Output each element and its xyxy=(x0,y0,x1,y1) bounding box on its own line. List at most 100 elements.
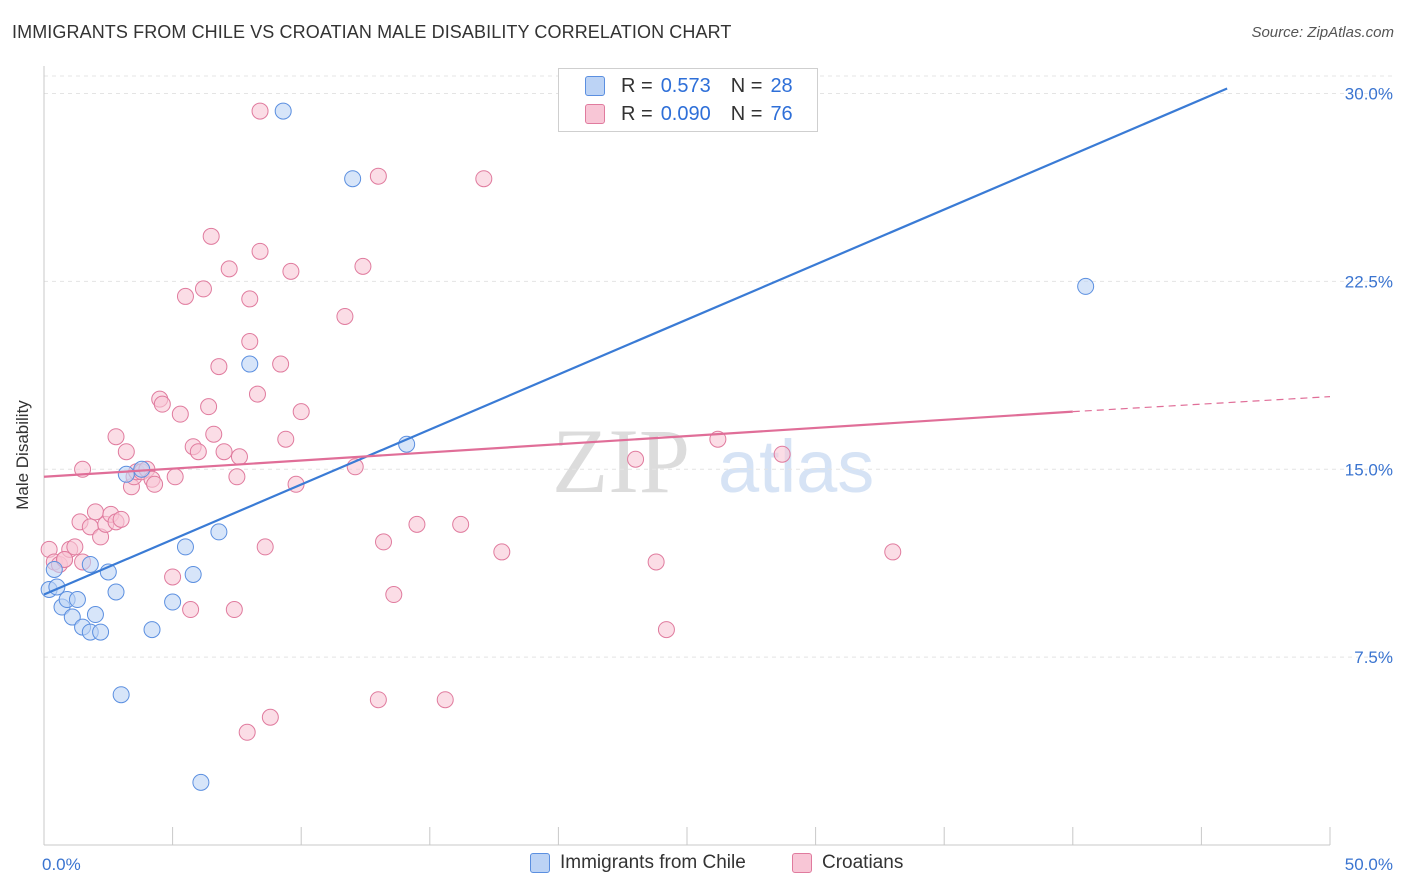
bottom-legend-swatch-croatians xyxy=(792,853,812,873)
point-1-46 xyxy=(251,242,269,260)
bottom-legend-label-chile: Immigrants from Chile xyxy=(560,852,746,873)
chile-points xyxy=(40,102,1095,791)
point-1-51 xyxy=(282,262,300,280)
point-1-35 xyxy=(205,425,223,443)
point-1-33 xyxy=(194,280,212,298)
point-0-13 xyxy=(107,583,125,601)
trend-dash-1 xyxy=(1072,396,1331,413)
x-tick-label-1: 50.0% xyxy=(1345,855,1393,874)
point-1-68 xyxy=(627,450,645,468)
point-1-65 xyxy=(452,515,470,533)
y-tick-label-2: 22.5% xyxy=(1345,272,1393,291)
legend-row-croatians: R = 0.090 N = 76 xyxy=(585,101,793,127)
point-1-69 xyxy=(647,553,665,571)
point-1-36 xyxy=(202,227,220,245)
point-1-23 xyxy=(146,475,164,493)
point-0-17 xyxy=(143,621,161,639)
point-1-29 xyxy=(176,287,194,305)
point-0-25 xyxy=(344,170,362,188)
point-1-32 xyxy=(189,443,207,461)
point-1-47 xyxy=(256,538,274,556)
legend-n-value-chile: 28 xyxy=(770,74,793,97)
point-0-19 xyxy=(176,538,194,556)
watermark: ZIP atlas xyxy=(552,410,874,512)
legend-swatch-chile xyxy=(585,76,605,96)
point-1-72 xyxy=(773,445,791,463)
point-0-21 xyxy=(192,773,210,791)
point-1-30 xyxy=(182,601,200,619)
point-1-45 xyxy=(248,385,266,403)
bottom-legend-swatch-chile xyxy=(530,853,550,873)
point-1-38 xyxy=(215,443,233,461)
legend-r-value-chile: 0.573 xyxy=(660,74,711,97)
legend-swatch-croatians xyxy=(585,104,605,124)
point-0-18 xyxy=(164,593,182,611)
bottom-legend-chile: Immigrants from Chile xyxy=(530,852,746,874)
point-1-57 xyxy=(251,102,269,120)
point-1-42 xyxy=(230,448,248,466)
point-1-44 xyxy=(241,333,259,351)
point-0-9 xyxy=(86,606,104,624)
point-1-75 xyxy=(56,550,74,568)
point-0-22 xyxy=(210,523,228,541)
legend-row-chile: R = 0.573 N = 28 xyxy=(585,73,793,99)
point-0-15 xyxy=(117,465,135,483)
point-0-1 xyxy=(45,560,63,578)
point-1-63 xyxy=(408,515,426,533)
point-0-23 xyxy=(241,355,259,373)
point-1-59 xyxy=(369,691,387,709)
point-0-20 xyxy=(184,565,202,583)
y-tick-label-3: 30.0% xyxy=(1345,85,1393,104)
point-1-40 xyxy=(225,601,243,619)
point-1-37 xyxy=(210,358,228,376)
point-1-62 xyxy=(385,586,403,604)
legend-n-label: N = xyxy=(730,102,763,125)
point-1-27 xyxy=(166,468,184,486)
legend-n-value-croatians: 76 xyxy=(770,102,793,125)
trend-line-0 xyxy=(43,87,1228,596)
trend-line-1 xyxy=(43,410,1073,478)
point-1-58 xyxy=(238,723,256,741)
point-1-26 xyxy=(164,568,182,586)
y-tick-label-1: 15.0% xyxy=(1345,460,1393,479)
chart-title: IMMIGRANTS FROM CHILE VS CROATIAN MALE D… xyxy=(12,22,732,42)
y-tick-label-0: 7.5% xyxy=(1354,648,1393,667)
point-1-48 xyxy=(261,708,279,726)
point-1-64 xyxy=(436,691,454,709)
point-1-39 xyxy=(220,260,238,278)
point-1-53 xyxy=(292,403,310,421)
point-1-61 xyxy=(369,167,387,185)
bottom-legend-croatians: Croatians xyxy=(792,852,903,874)
point-1-5 xyxy=(66,538,84,556)
point-1-73 xyxy=(884,543,902,561)
tick-labels: 7.5% 15.0% 22.5% 30.0% 0.0% 50.0% xyxy=(42,85,1393,874)
point-0-12 xyxy=(81,555,99,573)
watermark-atlas: atlas xyxy=(718,425,874,508)
point-0-10 xyxy=(92,623,110,641)
point-1-25 xyxy=(153,395,171,413)
point-1-14 xyxy=(112,510,130,528)
watermark-zip: ZIP xyxy=(552,410,690,512)
point-1-15 xyxy=(107,428,125,446)
point-1-43 xyxy=(241,290,259,308)
point-0-24 xyxy=(274,102,292,120)
x-tick-label-0: 0.0% xyxy=(42,855,81,874)
point-1-16 xyxy=(117,443,135,461)
point-0-6 xyxy=(68,591,86,609)
axes xyxy=(43,66,1331,846)
point-1-28 xyxy=(171,405,189,423)
legend-r-label: R = xyxy=(621,102,653,125)
point-1-66 xyxy=(475,170,493,188)
point-1-70 xyxy=(657,621,675,639)
legend-r-label: R = xyxy=(621,74,653,97)
point-1-34 xyxy=(200,398,218,416)
trend-lines xyxy=(43,87,1331,596)
legend-r-value-croatians: 0.090 xyxy=(660,102,711,125)
point-1-60 xyxy=(375,533,393,551)
point-1-56 xyxy=(354,257,372,275)
legend-n-label: N = xyxy=(730,74,763,97)
correlation-legend: R = 0.573 N = 28 R = 0.090 N = 76 xyxy=(558,68,818,132)
point-0-27 xyxy=(1077,277,1095,295)
point-1-67 xyxy=(493,543,511,561)
